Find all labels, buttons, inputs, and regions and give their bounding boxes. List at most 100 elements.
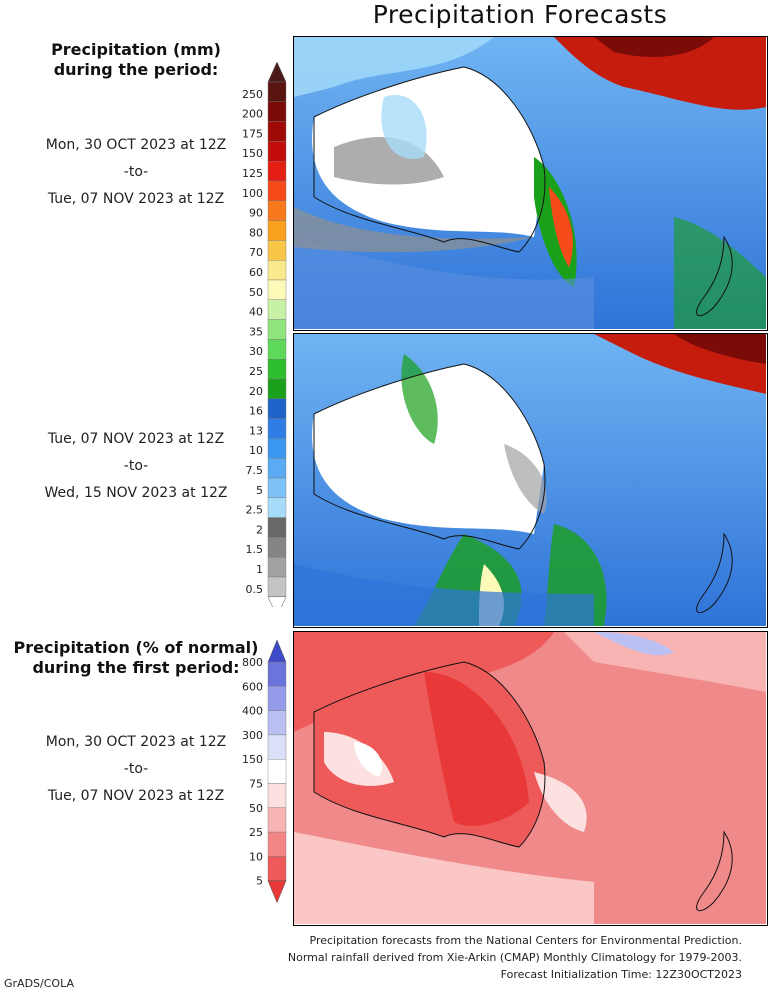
precip-colorbar-swatch — [267, 378, 287, 399]
precip-colorbar-tick-label: 90 — [249, 207, 263, 220]
period1-sep: -to- — [123, 164, 149, 180]
pct-colorbar-swatch — [267, 710, 287, 736]
precip-colorbar-swatch — [267, 121, 287, 142]
period3-end: Tue, 07 NOV 2023 at 12Z — [47, 788, 225, 804]
pct-colorbar-tick-label: 5 — [256, 875, 263, 888]
precip-colorbar-tick-label: 20 — [249, 385, 263, 398]
precip-colorbar-swatch — [267, 418, 287, 439]
precip-colorbar-tick-label: 10 — [249, 444, 263, 457]
footer-line2: Normal rainfall derived from Xie-Arkin (… — [287, 951, 742, 964]
precip-colorbar-swatch — [267, 359, 287, 380]
pct-colorbar-swatch — [267, 807, 287, 833]
pct-colorbar-swatch — [267, 734, 287, 760]
precip-colorbar-swatch — [267, 101, 287, 122]
footer-notes: Precipitation forecasts from the Nationa… — [288, 932, 742, 983]
pct-colorbar-tick-label: 300 — [242, 729, 263, 742]
precip-colorbar-swatch — [267, 438, 287, 459]
precip-map-period2-graphic — [294, 334, 766, 626]
pct-colorbar-tick-label: 400 — [242, 705, 263, 718]
precip-colorbar-tick-label: 200 — [242, 108, 263, 121]
pct-legend-heading: Precipitation (% of normal) during the f… — [0, 638, 272, 678]
precip-colorbar-tick-label: 40 — [249, 306, 263, 319]
precip-colorbar-arrow-top — [267, 62, 287, 83]
pct-colorbar-tick-label: 800 — [242, 656, 263, 669]
precip-colorbar-swatch — [267, 497, 287, 518]
precip-colorbar-tick-label: 80 — [249, 226, 263, 239]
precip-colorbar-tick-label: 35 — [249, 325, 263, 338]
precip-colorbar-tick-label: 1.5 — [246, 543, 264, 556]
precip-colorbar: 2502001751501251009080706050403530252016… — [242, 62, 287, 607]
precip-legend-heading-line2: during the period: — [53, 60, 219, 79]
precip-colorbar-tick-label: 5 — [256, 484, 263, 497]
precip-colorbar-swatch — [267, 200, 287, 221]
pct-colorbar-swatch — [267, 758, 287, 784]
precip-colorbar-swatch — [267, 398, 287, 419]
period3-sep: -to- — [123, 761, 149, 777]
precip-colorbar-swatch — [267, 160, 287, 182]
pct-normal-map — [293, 631, 768, 926]
precip-colorbar-swatch — [267, 537, 287, 558]
precip-colorbar-tick-label: 2 — [256, 523, 263, 536]
precip-colorbar-swatch — [267, 180, 287, 201]
precip-colorbar-swatch — [267, 81, 287, 102]
precip-colorbar-swatch — [267, 279, 287, 300]
pct-colorbar-tick-label: 10 — [249, 850, 263, 863]
precip-colorbar-swatch — [267, 576, 287, 597]
precip-colorbar-tick-label: 30 — [249, 345, 263, 358]
precip-colorbar-arrow-bottom — [267, 596, 287, 607]
period3-start: Mon, 30 OCT 2023 at 12Z — [45, 734, 227, 750]
precip-colorbar-tick-label: 125 — [242, 167, 263, 180]
precip-colorbar-tick-label: 1 — [256, 563, 263, 576]
pct-colorbar-swatch — [267, 686, 287, 711]
precip-colorbar-tick-label: 60 — [249, 266, 263, 279]
period2-sep: -to- — [123, 458, 149, 474]
pct-colorbar-tick-label: 75 — [249, 778, 263, 791]
precip-colorbar-tick-label: 16 — [249, 405, 263, 418]
precip-colorbar-swatch — [267, 557, 287, 578]
precip-legend-heading: Precipitation (mm) during the period: — [0, 40, 272, 80]
period2-start: Tue, 07 NOV 2023 at 12Z — [47, 431, 225, 447]
precip-colorbar-tick-label: 50 — [249, 286, 263, 299]
precip-colorbar-tick-label: 13 — [249, 424, 263, 437]
page-title: Precipitation Forecasts — [372, 0, 668, 29]
precip-map-period2 — [293, 333, 768, 628]
precip-colorbar-swatch — [267, 319, 287, 340]
precip-colorbar-swatch — [267, 339, 287, 360]
pct-colorbar: 800 600 400 300 150 75 50 25 10 5 — [242, 640, 287, 904]
precip-colorbar-swatch — [267, 299, 287, 320]
precip-colorbar-tick-label: 7.5 — [246, 464, 264, 477]
precip-colorbar-tick-label: 2.5 — [246, 504, 264, 517]
precip-map-period1 — [293, 36, 768, 331]
pct-colorbar-tick-label: 600 — [242, 680, 263, 693]
precip-colorbar-swatch — [267, 220, 287, 241]
pct-colorbar-tick-label: 25 — [249, 826, 263, 839]
precip-colorbar-tick-label: 250 — [242, 88, 263, 101]
pct-colorbar-tick-label: 50 — [249, 802, 263, 815]
footer-line3: Forecast Initialization Time: 12Z30OCT20… — [500, 968, 742, 981]
precip-map-period1-graphic — [294, 37, 766, 329]
pct-normal-map-graphic — [294, 632, 766, 924]
period1-end: Tue, 07 NOV 2023 at 12Z — [47, 191, 225, 207]
precip-colorbar-tick-label: 25 — [249, 365, 263, 378]
precip-colorbar-tick-label: 100 — [242, 187, 263, 200]
pct-legend-heading-line1: Precipitation (% of normal) — [13, 638, 259, 657]
precip-colorbar-tick-label: 70 — [249, 246, 263, 259]
grads-credit: GrADS/COLA — [4, 977, 74, 990]
precip-colorbar-tick-label: 0.5 — [246, 583, 264, 596]
footer-line1: Precipitation forecasts from the Nationa… — [309, 934, 743, 947]
precip-colorbar-swatch — [267, 517, 287, 538]
precip-colorbar-tick-label: 150 — [242, 147, 263, 160]
period2-end: Wed, 15 NOV 2023 at 12Z — [44, 485, 228, 501]
period1-start: Mon, 30 OCT 2023 at 12Z — [45, 137, 227, 153]
pct-legend-heading-line2: during the first period: — [32, 658, 240, 677]
pct-colorbar-swatch — [267, 856, 287, 881]
precip-legend-heading-line1: Precipitation (mm) — [51, 40, 221, 59]
pct-colorbar-arrow-bottom — [267, 880, 287, 904]
pct-colorbar-swatch — [267, 831, 287, 857]
precip-colorbar-swatch — [267, 240, 287, 261]
precip-colorbar-swatch — [267, 141, 287, 162]
pct-colorbar-arrow-top — [267, 640, 287, 663]
pct-colorbar-swatch — [267, 783, 287, 808]
precip-colorbar-swatch — [267, 477, 287, 498]
precip-colorbar-swatch — [267, 458, 287, 479]
